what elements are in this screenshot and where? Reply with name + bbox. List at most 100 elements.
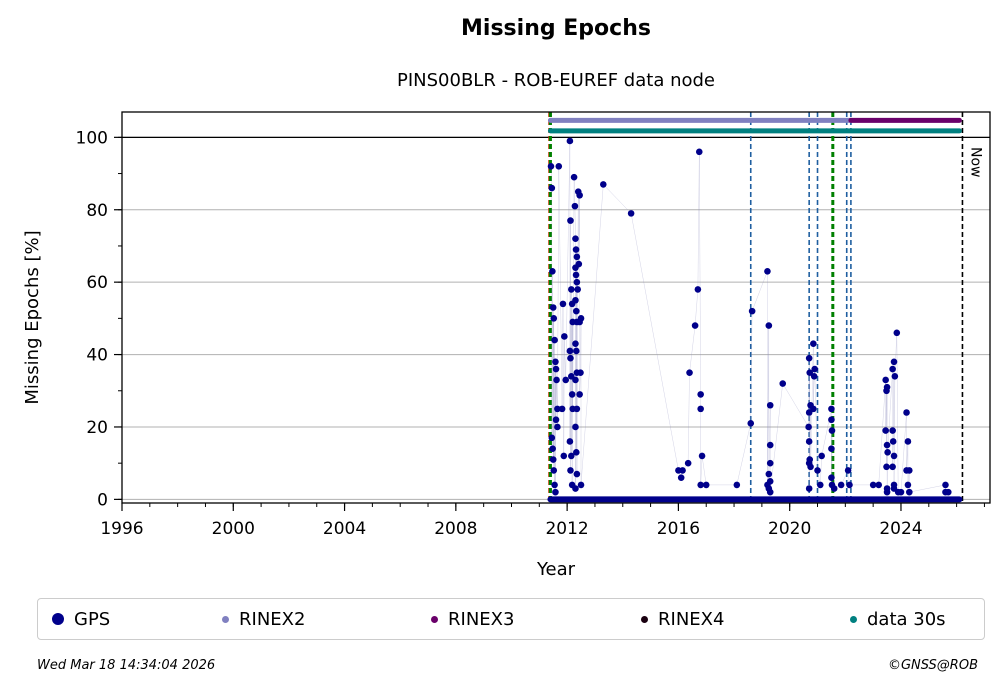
gps-data-point (573, 253, 581, 261)
gps-data-point (818, 452, 825, 460)
legend-marker-rinex3 (431, 615, 438, 623)
gps-data-point (906, 467, 913, 474)
gps-data-point (679, 467, 686, 474)
gps-data-point (573, 405, 581, 413)
gps-data-point (891, 372, 899, 380)
gps-data-point (573, 470, 581, 478)
chart-title: Missing Epochs (461, 16, 651, 41)
gps-data-point (694, 286, 702, 293)
gps-data-point (766, 441, 774, 449)
x-tick-label: 2012 (545, 519, 588, 539)
legend-item-rinex4: RINEX4 (641, 599, 724, 639)
gps-data-point (816, 481, 824, 489)
gps-data-point (572, 235, 579, 243)
gps-data-point (572, 246, 580, 253)
y-tick-label: 0 (97, 490, 108, 510)
gps-data-point (942, 481, 949, 489)
gps-data-point (570, 173, 578, 181)
gps-data-point (882, 376, 889, 384)
gps-data-point (844, 467, 852, 474)
gps-data-point (573, 449, 580, 456)
gps-data-point (747, 420, 755, 427)
gps-data-point (577, 481, 585, 489)
missing-epochs-chart: Now 1996 2000 2004 2008 2012 2016 2020 2024 0 20 40… (22, 111, 991, 580)
gps-data-point (828, 427, 836, 434)
gps-data-point (748, 307, 756, 315)
gps-data-point (553, 376, 560, 384)
x-tick-label: 2000 (212, 519, 255, 539)
gps-data-point (883, 463, 890, 471)
gps-data-point (837, 481, 845, 489)
gps-data-point (766, 488, 774, 496)
y-tick-label: 80 (86, 201, 108, 221)
gps-data-point (574, 286, 581, 293)
gps-data-point (875, 481, 883, 489)
footer-copyright: ©GNSS@ROB (887, 658, 978, 673)
gps-data-point (684, 459, 692, 467)
gps-data-point (576, 191, 583, 199)
x-axis-label: Year (536, 559, 576, 580)
gps-data-point (807, 463, 814, 471)
gps-data-point (548, 434, 556, 442)
gps-data-point (561, 333, 568, 340)
gps-data-point (890, 452, 898, 460)
gps-data-point (575, 260, 583, 268)
gps-data-point (549, 456, 557, 463)
gps-data-point (577, 369, 584, 376)
gps-data-point (810, 405, 817, 413)
gps-data-point (805, 485, 813, 492)
gps-data-point (677, 474, 685, 481)
gps-data-point (810, 340, 817, 348)
gps-data-point (573, 347, 580, 355)
gps-data-point (846, 481, 853, 489)
legend-marker-rinex4 (641, 615, 648, 623)
legend-marker-gps (52, 613, 64, 625)
gps-data-point (552, 488, 559, 496)
gps-data-point (805, 354, 813, 362)
gps-data-point (889, 438, 897, 445)
gps-data-point (576, 318, 583, 326)
gps-data-point (884, 449, 891, 456)
gps-data-point (554, 405, 561, 413)
gps-data-point (830, 485, 838, 492)
x-tick-label: 2004 (323, 519, 366, 539)
gps-data-point (551, 336, 558, 344)
gps-data-point (805, 423, 812, 431)
gps-data-point (889, 427, 896, 434)
gps-series-trace (550, 140, 949, 493)
chart-subtitle: PINS00BLR - ROB-EUREF data node (397, 70, 715, 91)
gps-data-point (548, 184, 556, 192)
gps-data-point (702, 481, 710, 489)
gps-data-point (883, 441, 891, 449)
gps-data-point (559, 300, 567, 308)
gps-data-point (882, 427, 889, 434)
gps-data-point (697, 481, 704, 489)
gps-data-point (883, 387, 890, 395)
y-tick-label: 20 (86, 418, 108, 438)
gps-data-point (906, 488, 913, 496)
gps-data-point (698, 452, 706, 460)
gps-data-point (733, 481, 741, 489)
legend-label-rinex2: RINEX2 (239, 608, 306, 630)
gps-data-point (869, 481, 877, 489)
gps-data-point (765, 322, 773, 329)
gps-data-point (889, 365, 896, 373)
gps-data-point (766, 459, 774, 467)
gps-data-point (552, 365, 560, 373)
gps-data-point (550, 315, 558, 322)
chart-legend: GPS RINEX2 RINEX3 RINEX4 data 30s (37, 598, 985, 640)
gps-data-point (560, 452, 568, 460)
gps-data-point (599, 181, 607, 188)
gps-data-point (554, 423, 561, 431)
x-tick-label: 1996 (100, 519, 143, 539)
gps-data-point (567, 354, 574, 362)
gps-data-point (697, 391, 704, 398)
gps-data-point (944, 488, 952, 496)
legend-label-rinex4: RINEX4 (658, 608, 725, 630)
gps-data-point (627, 210, 635, 217)
legend-label-rinex3: RINEX3 (448, 608, 515, 630)
gps-data-point (890, 358, 898, 366)
gps-data-point (697, 405, 704, 413)
gps-data-point (828, 416, 835, 424)
y-axis-label: Missing Epochs [%] (22, 230, 43, 404)
